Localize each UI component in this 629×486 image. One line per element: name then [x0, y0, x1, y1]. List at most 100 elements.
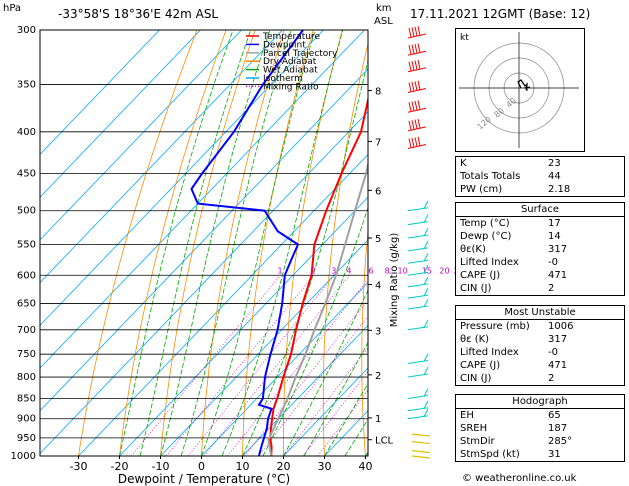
wet-adiabat-lines [119, 30, 368, 456]
parcel-trajectory-line [267, 160, 368, 456]
legend-label-wet-adiabat: Wet Adiabat [263, 66, 318, 76]
mixing-ratio-line-10 [258, 315, 368, 456]
red-barb-tick-0-2 [414, 26, 418, 36]
isotherm--70 [40, 30, 324, 326]
legend-label-dry-adiabat: Dry Adiabat [263, 57, 317, 67]
cyan-barb-1 [407, 221, 429, 226]
cyan-barb-tick-6 [423, 276, 429, 286]
hodograph: kt 40 80 120 [455, 28, 585, 152]
isotherm--30 [78, 153, 368, 456]
dry-adiabat-60 [435, 30, 455, 456]
mixing-ratio-label-2: 2 [311, 266, 316, 275]
red-barb-tick-6-2 [414, 137, 418, 147]
red-barb-tick-5-2 [414, 119, 418, 129]
cyan-barb-9 [407, 326, 429, 331]
km-tick-4: 4 [375, 281, 381, 292]
temp-tick--20: -20 [111, 460, 129, 473]
km-tick-7: 7 [375, 137, 381, 148]
cyan-barb-tick-4 [423, 253, 429, 262]
wet-adiabat-5 [221, 30, 344, 456]
cyan-barb-tick-9 [423, 319, 429, 329]
cyan-barb-2 [407, 234, 429, 239]
km-tick-3: 3 [375, 326, 381, 337]
mu-li-value: -0 [548, 347, 558, 358]
temp-tick-40: 40 [359, 460, 373, 473]
mixing-ratio-line-15 [283, 347, 368, 456]
cyan-barb-tick-5 [423, 265, 429, 274]
isotherm--20 [119, 196, 368, 456]
wind-barbs [407, 200, 431, 459]
k-index-value: 23 [548, 158, 561, 169]
cyan-barb-0 [407, 207, 429, 212]
mixing-ratio-label-8: 8 [385, 266, 390, 275]
legend-label-dewpoint: Dewpoint [263, 40, 306, 50]
totals-label: Totals Totals [460, 171, 521, 182]
hpa-label: hPa [3, 3, 22, 14]
km-tick-2: 2 [375, 371, 381, 382]
red-barb-tick-2-2 [414, 60, 418, 70]
surface-dewp-label: Dewp (°C) [460, 231, 512, 242]
most-unstable-panel: Most Unstable Pressure (mb) 1006 θε (K) 31… [455, 305, 625, 386]
cyan-barb-10 [407, 360, 429, 365]
cyan-barb-12 [407, 395, 429, 399]
cyan-barb-tick-10 [423, 353, 429, 362]
red-barb-tick-1-0 [408, 45, 412, 55]
red-barb-1 [407, 50, 427, 56]
profile-series [190, 30, 368, 456]
mixing-ratio-line-6 [227, 278, 368, 456]
mixing-ratio-label-20: 20 [439, 266, 449, 275]
cyan-barb-tick-14 [423, 408, 429, 417]
wet-adiabat-30 [324, 382, 368, 456]
km-tick-5: 5 [375, 234, 381, 245]
axis-labels: 1234681015202530035040045050055060065070… [11, 25, 455, 486]
wet-adiabat-35 [344, 418, 368, 456]
wet-adiabat-25 [303, 341, 368, 456]
red-barb-tick-2-1 [411, 61, 415, 71]
surface-temp-value: 17 [548, 218, 561, 229]
copyright-footer[interactable]: © weatheronline.co.uk [462, 473, 577, 484]
k-index-label: K [460, 158, 467, 169]
red-barb-tick-1-2 [414, 43, 418, 54]
storm-motion-marker [523, 84, 531, 91]
hodograph-stats-panel: Hodograph EH 65 SREH 187 StmDir 285° StmSpd… [455, 394, 625, 462]
skewt-chart: 1234681015202530035040045050055060065070… [11, 25, 455, 486]
red-barb-tick-2-0 [408, 61, 412, 71]
mu-cin-label: CIN (J) [460, 373, 492, 384]
isotherm--60 [40, 30, 365, 369]
cyan-barb-tick-7 [423, 287, 429, 297]
red-barb-tick-3-0 [408, 82, 412, 92]
km-tick-1: 1 [375, 414, 381, 425]
dry-adiabat--10 [160, 30, 256, 456]
cyan-barb-13 [407, 407, 429, 412]
red-barb-tick-4-0 [408, 102, 412, 112]
hodograph-frame [455, 28, 585, 152]
pw-value: 2.18 [548, 184, 571, 195]
wet-adiabat--10 [160, 30, 271, 456]
wet-adiabat--5 [180, 30, 292, 456]
red-barb-tick-1-1 [411, 44, 415, 54]
mixing-ratio-label-1: 1 [277, 266, 282, 275]
red-barb-tick-6-3 [417, 136, 421, 146]
pressure-tick-400: 400 [17, 127, 36, 138]
eh-value: 65 [548, 410, 561, 421]
asl-label: ASL [374, 16, 393, 27]
red-barb-2 [407, 67, 427, 73]
mu-pressure-value: 1006 [548, 321, 574, 332]
stmdir-label: StmDir [460, 436, 495, 447]
red-barb-tick-0-3 [417, 26, 421, 36]
mixing-ratio-line-25 [317, 389, 368, 456]
mixing-ratio-lines [131, 275, 368, 456]
red-barb-tick-3-3 [417, 80, 421, 90]
temp-tick--30: -30 [70, 460, 88, 473]
eh-label: EH [460, 410, 474, 421]
pressure-tick-650: 650 [17, 299, 36, 310]
surface-dewp-value: 14 [548, 231, 561, 242]
cyan-barb-tick-8 [423, 298, 429, 308]
mu-theta-label: θε (K) [460, 334, 490, 345]
legend-label-temperature: Temperature [262, 32, 320, 42]
location-title: -33°58'S 18°36'E 42m ASL [58, 7, 219, 21]
surface-cape-value: 471 [548, 270, 568, 281]
wet-adiabat-20 [283, 289, 368, 456]
mixing-ratio-axis-label: Mixing Ratio (g/kg) [389, 233, 400, 328]
